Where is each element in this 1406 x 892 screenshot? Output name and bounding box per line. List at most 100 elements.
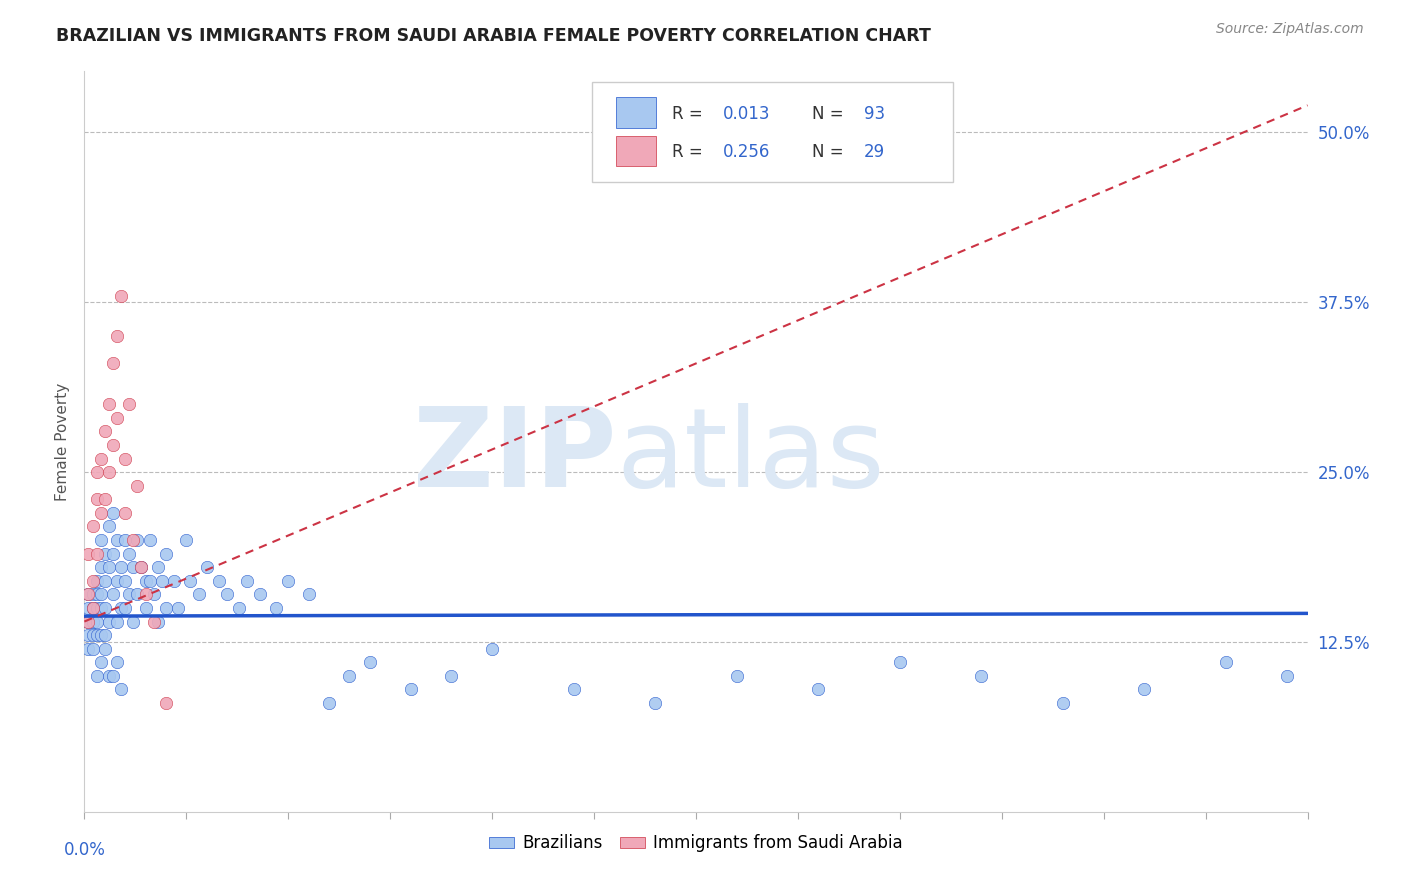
- Point: [481, 641, 503, 656]
- Point: [138, 533, 160, 547]
- Point: [86, 587, 108, 601]
- Legend: Brazilians, Immigrants from Saudi Arabia: Brazilians, Immigrants from Saudi Arabia: [482, 828, 910, 859]
- Point: [105, 655, 128, 669]
- Point: [82, 628, 104, 642]
- Point: [127, 587, 149, 601]
- Point: [339, 669, 361, 683]
- Point: [110, 601, 132, 615]
- Point: [163, 574, 186, 588]
- Point: [114, 601, 136, 615]
- Point: [93, 574, 115, 588]
- Point: [93, 601, 115, 615]
- Point: [236, 574, 259, 588]
- Point: [725, 669, 748, 683]
- Point: [127, 533, 149, 547]
- Y-axis label: Female Poverty: Female Poverty: [55, 383, 70, 500]
- Point: [90, 533, 112, 547]
- Point: [110, 682, 132, 697]
- Point: [208, 574, 231, 588]
- Point: [110, 288, 132, 302]
- Point: [807, 682, 830, 697]
- Point: [118, 397, 141, 411]
- Point: [82, 615, 104, 629]
- Point: [127, 478, 149, 492]
- Point: [86, 547, 108, 561]
- Point: [77, 615, 100, 629]
- Point: [101, 669, 124, 683]
- Point: [1052, 696, 1074, 710]
- Point: [86, 465, 108, 479]
- Point: [77, 547, 100, 561]
- Point: [82, 574, 104, 588]
- Point: [86, 574, 108, 588]
- Point: [187, 587, 209, 601]
- Point: [114, 506, 136, 520]
- Point: [82, 519, 104, 533]
- Text: atlas: atlas: [616, 403, 884, 510]
- Point: [114, 451, 136, 466]
- Point: [97, 519, 120, 533]
- Point: [562, 682, 585, 697]
- Point: [1215, 655, 1237, 669]
- Text: N =: N =: [813, 143, 849, 161]
- Point: [118, 587, 141, 601]
- Point: [77, 641, 100, 656]
- Point: [174, 533, 197, 547]
- Point: [155, 547, 177, 561]
- Point: [122, 533, 145, 547]
- Point: [82, 615, 104, 629]
- Point: [110, 560, 132, 574]
- Point: [217, 587, 239, 601]
- Point: [77, 601, 100, 615]
- Point: [90, 628, 112, 642]
- Point: [135, 574, 157, 588]
- Point: [90, 601, 112, 615]
- Point: [82, 587, 104, 601]
- Point: [101, 547, 124, 561]
- Point: [249, 587, 271, 601]
- Point: [97, 465, 120, 479]
- Text: 0.013: 0.013: [723, 104, 770, 123]
- Bar: [616, 97, 655, 128]
- Text: N =: N =: [813, 104, 849, 123]
- Point: [105, 533, 128, 547]
- Point: [970, 669, 993, 683]
- Text: Source: ZipAtlas.com: Source: ZipAtlas.com: [1216, 22, 1364, 37]
- Point: [90, 587, 112, 601]
- Point: [118, 547, 141, 561]
- Point: [179, 574, 201, 588]
- Point: [440, 669, 463, 683]
- Point: [114, 574, 136, 588]
- Point: [114, 533, 136, 547]
- Point: [93, 425, 115, 439]
- Point: [77, 587, 100, 601]
- Point: [90, 506, 112, 520]
- Point: [146, 615, 169, 629]
- Point: [195, 560, 218, 574]
- Point: [86, 601, 108, 615]
- Point: [131, 560, 153, 574]
- Point: [86, 492, 108, 507]
- Text: R =: R =: [672, 104, 707, 123]
- Point: [264, 601, 287, 615]
- Point: [142, 615, 165, 629]
- Point: [105, 329, 128, 343]
- Point: [82, 641, 104, 656]
- Point: [644, 696, 666, 710]
- Point: [359, 655, 381, 669]
- Point: [101, 506, 124, 520]
- Point: [90, 655, 112, 669]
- Point: [93, 492, 115, 507]
- Point: [105, 410, 128, 425]
- Text: BRAZILIAN VS IMMIGRANTS FROM SAUDI ARABIA FEMALE POVERTY CORRELATION CHART: BRAZILIAN VS IMMIGRANTS FROM SAUDI ARABI…: [56, 27, 931, 45]
- Point: [150, 574, 173, 588]
- Point: [155, 601, 177, 615]
- Point: [167, 601, 190, 615]
- Point: [93, 641, 115, 656]
- Text: ZIP: ZIP: [413, 403, 616, 510]
- Point: [97, 560, 120, 574]
- Point: [1133, 682, 1156, 697]
- Point: [105, 615, 128, 629]
- Point: [138, 574, 160, 588]
- Point: [889, 655, 911, 669]
